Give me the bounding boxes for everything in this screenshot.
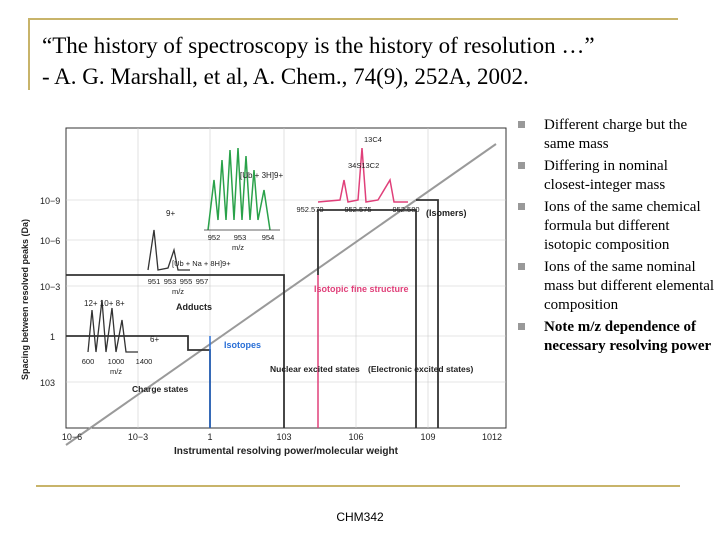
resolution-diagonal bbox=[65, 143, 497, 446]
frame-bottom-rule bbox=[36, 485, 680, 487]
y-tick: 10−3 bbox=[40, 282, 60, 292]
svg-text:[Ub + Na + 8H]9+: [Ub + Na + 8H]9+ bbox=[172, 259, 231, 268]
svg-text:m/z: m/z bbox=[172, 287, 184, 296]
bullet-square-icon bbox=[518, 162, 525, 169]
bullet-item: Note m/z dependence of necessary resolvi… bbox=[516, 318, 716, 356]
frame-top-rule bbox=[28, 18, 678, 20]
bullet-square-icon bbox=[518, 121, 525, 128]
svg-text:12+ 10+ 8+: 12+ 10+ 8+ bbox=[84, 299, 125, 308]
y-tick: 10−9 bbox=[40, 196, 60, 206]
svg-text:952: 952 bbox=[208, 233, 221, 242]
svg-text:955: 955 bbox=[180, 277, 193, 286]
bullet-square-icon bbox=[518, 323, 525, 330]
title-quote: “The history of spectroscopy is the hist… bbox=[42, 33, 595, 58]
bullet-square-icon bbox=[518, 263, 525, 270]
bullet-list: Different charge but the same mass Diffe… bbox=[516, 116, 716, 359]
title-citation: - A. G. Marshall, et al, A. Chem., 74(9)… bbox=[42, 64, 529, 89]
resolution-figure: 10−9 10−6 10−3 1 103 10−6 10−3 1 103 106… bbox=[20, 127, 507, 457]
y-tick: 10−6 bbox=[40, 236, 60, 246]
svg-text:952.580: 952.580 bbox=[392, 205, 419, 214]
x-axis-label: Instrumental resolving power/molecular w… bbox=[174, 446, 399, 457]
bullet-item: Ions of the same nominal mass but differ… bbox=[516, 258, 716, 315]
svg-text:600: 600 bbox=[82, 357, 95, 366]
svg-text:951: 951 bbox=[148, 277, 161, 286]
c13-label: 13C4 bbox=[364, 135, 382, 144]
svg-text:957: 957 bbox=[196, 277, 209, 286]
isomers-label: (Isomers) bbox=[426, 208, 467, 218]
bullet-item: Different charge but the same mass bbox=[516, 116, 716, 154]
frame-left-rule bbox=[28, 18, 30, 90]
svg-text:9+: 9+ bbox=[166, 209, 175, 218]
ub3h-label: [Ub + 3H]9+ bbox=[240, 171, 283, 180]
y-tick-labels: 10−9 10−6 10−3 1 103 bbox=[40, 196, 60, 388]
svg-text:1000: 1000 bbox=[108, 357, 125, 366]
y-axis-label: Spacing between resolved peaks (Da) bbox=[20, 219, 30, 380]
nuclear-label: Nuclear excited states bbox=[270, 364, 360, 374]
svg-text:952.575: 952.575 bbox=[344, 205, 371, 214]
x-tick: 1 bbox=[207, 432, 212, 442]
adducts-label: Adducts bbox=[176, 302, 212, 312]
fine-structure-inset: 34S13C2 13C4 952.570 952.575 952.580 bbox=[296, 135, 419, 214]
svg-text:954: 954 bbox=[262, 233, 275, 242]
svg-text:6+: 6+ bbox=[150, 335, 159, 344]
x-tick: 103 bbox=[276, 432, 291, 442]
charge-label: Charge states bbox=[132, 384, 188, 394]
x-tick: 1012 bbox=[482, 432, 502, 442]
s34-label: 34S13C2 bbox=[348, 161, 379, 170]
y-tick: 1 bbox=[50, 332, 55, 342]
isotopes-label: Isotopes bbox=[224, 340, 261, 350]
svg-text:953: 953 bbox=[164, 277, 177, 286]
plot-frame bbox=[65, 127, 507, 429]
svg-text:m/z: m/z bbox=[110, 367, 122, 376]
svg-text:953: 953 bbox=[234, 233, 247, 242]
svg-text:1400: 1400 bbox=[136, 357, 153, 366]
bullet-square-icon bbox=[518, 203, 525, 210]
bullet-item: Differing in nominal closest-integer mas… bbox=[516, 157, 716, 195]
svg-text:m/z: m/z bbox=[232, 243, 244, 252]
slide-title: “The history of spectroscopy is the hist… bbox=[42, 30, 702, 92]
charge-inset: 12+ 10+ 8+ 6+ 600 1000 1400 m/z bbox=[82, 299, 160, 376]
x-tick: 10−3 bbox=[128, 432, 148, 442]
y-tick: 103 bbox=[40, 378, 55, 388]
ub3h-inset: [Ub + 3H]9+ 952 953 954 m/z bbox=[204, 147, 283, 252]
x-tick: 106 bbox=[348, 432, 363, 442]
bullet-item: Ions of the same chemical formula but di… bbox=[516, 198, 716, 255]
x-tick: 109 bbox=[420, 432, 435, 442]
x-tick-labels: 10−6 10−3 1 103 106 109 1012 bbox=[62, 432, 502, 442]
x-tick: 10−6 bbox=[62, 432, 82, 442]
electronic-label: (Electronic excited states) bbox=[368, 364, 474, 374]
isotopic-fine-label: Isotopic fine structure bbox=[314, 284, 409, 294]
slide-footer: CHM342 bbox=[336, 510, 384, 524]
svg-text:952.570: 952.570 bbox=[296, 205, 323, 214]
adduct-inset: 9+ [Ub + Na + 8H]9+ 951 953 955 957 m/z bbox=[147, 209, 231, 296]
